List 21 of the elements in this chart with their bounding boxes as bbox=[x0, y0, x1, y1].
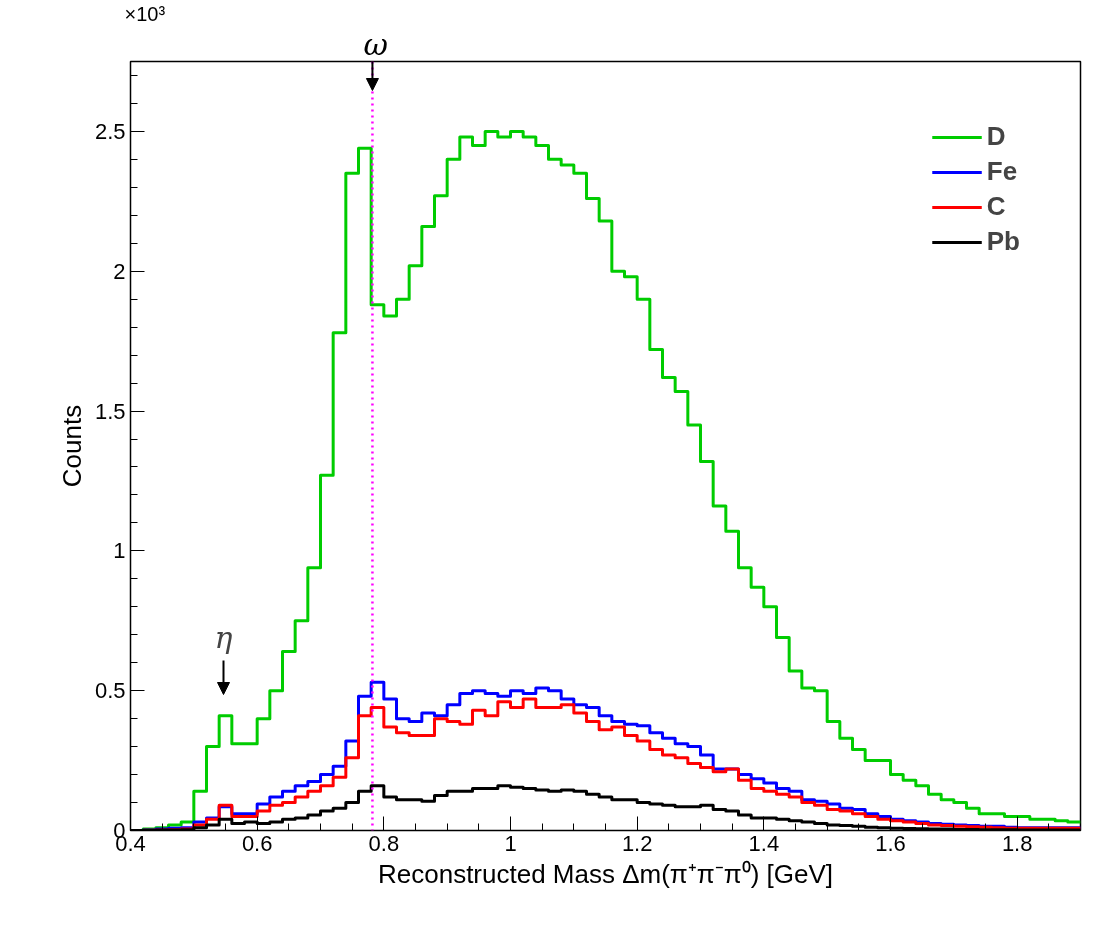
legend-label: C bbox=[986, 191, 1007, 222]
x-axis-title: Reconstructed Mass Δm(π⁺π⁻π⁰) [GeV] bbox=[377, 858, 834, 889]
x-tick-label: 1.6 bbox=[875, 830, 906, 856]
y-tick-label: 1 bbox=[113, 538, 126, 564]
y-tick-label: 2.5 bbox=[94, 118, 126, 144]
x-tick-label: 1.2 bbox=[621, 830, 653, 856]
legend-label: Fe bbox=[986, 156, 1018, 187]
x-tick-label: 0.6 bbox=[241, 830, 273, 856]
x-tick-label: 1 bbox=[504, 830, 517, 856]
ref-line-label: ω bbox=[363, 26, 388, 62]
text: ×10³ bbox=[124, 2, 166, 25]
legend-label: D bbox=[986, 121, 1007, 152]
legend-label: Pb bbox=[986, 226, 1020, 257]
y-tick-label: 2 bbox=[113, 258, 126, 284]
x-tick-label: 0.8 bbox=[368, 830, 400, 856]
y-tick-label: 0.5 bbox=[94, 678, 126, 704]
annotation: η bbox=[214, 619, 233, 655]
y-axis-title: Counts bbox=[56, 404, 87, 488]
y-tick-label: 1.5 bbox=[94, 398, 126, 424]
x-tick-label: 1.8 bbox=[1001, 830, 1033, 856]
x-tick-label: 1.4 bbox=[748, 830, 780, 856]
